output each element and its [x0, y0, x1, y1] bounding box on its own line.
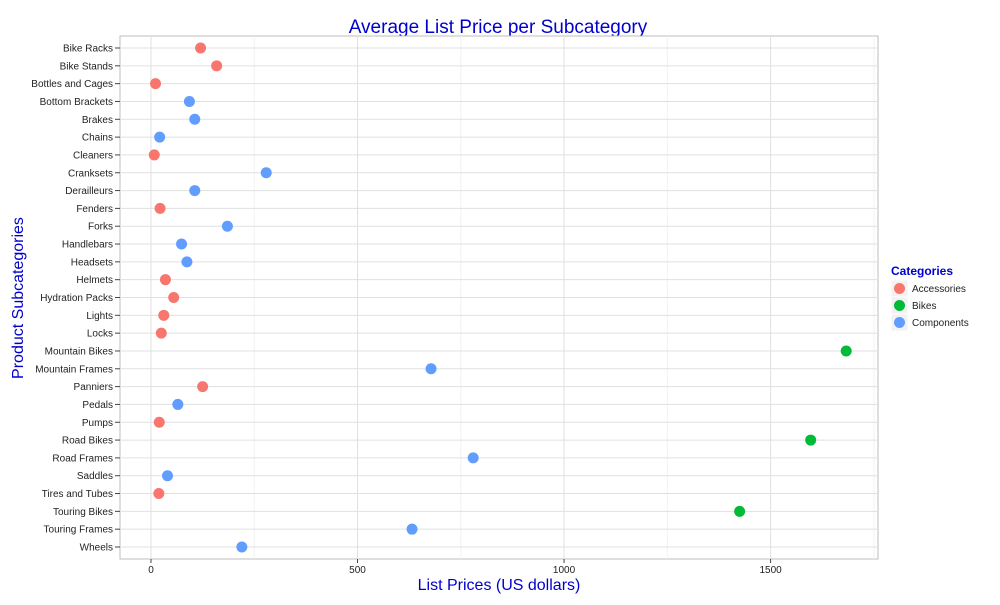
- data-point: [153, 488, 165, 500]
- data-point: [150, 78, 162, 90]
- data-point: [176, 238, 188, 250]
- legend-items: Accessories Bikes Components: [890, 279, 969, 332]
- y-tick-label: Cranksets: [68, 168, 113, 179]
- y-tick-label: Touring Bikes: [53, 507, 113, 518]
- data-point: [183, 95, 195, 107]
- data-point: [154, 202, 166, 214]
- y-tick-label: Chains: [82, 133, 113, 144]
- y-tick-label: Touring Frames: [44, 525, 113, 536]
- legend-label: Components: [912, 318, 969, 329]
- data-point: [195, 42, 207, 54]
- chart-title: Average List Price per Subcategory: [349, 17, 648, 38]
- y-tick-label: Forks: [88, 222, 113, 233]
- data-point: [148, 149, 160, 161]
- data-point: [260, 167, 272, 179]
- data-point: [189, 113, 201, 125]
- data-point: [155, 327, 167, 339]
- data-point: [181, 256, 193, 268]
- legend-swatch: [894, 300, 905, 311]
- data-point: [154, 131, 166, 143]
- y-tick-label: Derailleurs: [65, 186, 113, 197]
- y-tick-label: Wheels: [80, 543, 113, 554]
- y-tick-label: Bottom Brackets: [40, 97, 113, 108]
- data-point: [467, 452, 479, 464]
- legend-label: Accessories: [912, 284, 966, 295]
- y-tick-label: Saddles: [77, 471, 113, 482]
- x-tick-labels: 0 500 1000 1500: [148, 559, 782, 576]
- data-point: [425, 363, 437, 375]
- data-point: [211, 60, 223, 72]
- data-point: [840, 345, 852, 357]
- x-tick-label: 0: [148, 565, 154, 576]
- data-points: [148, 42, 852, 553]
- data-point: [172, 398, 184, 410]
- y-tick-labels: Bike Racks Bike Stands Bottles and Cages Bo…: [31, 44, 120, 554]
- y-tick-label: Helmets: [76, 275, 113, 286]
- data-point: [153, 416, 165, 428]
- y-tick-label: Mountain Frames: [35, 364, 113, 375]
- legend-swatch: [894, 283, 905, 294]
- y-tick-label: Locks: [87, 329, 113, 340]
- grid-layer: [120, 36, 878, 559]
- y-tick-label: Bike Stands: [60, 61, 113, 72]
- y-tick-label: Lights: [86, 311, 113, 322]
- data-point: [162, 470, 174, 482]
- data-point: [406, 523, 418, 535]
- y-tick-label: Bottles and Cages: [31, 79, 113, 90]
- data-point: [189, 185, 201, 197]
- y-tick-label: Road Bikes: [62, 436, 113, 447]
- legend-label: Bikes: [912, 301, 936, 312]
- x-tick-label: 1500: [759, 565, 782, 576]
- y-tick-label: Road Frames: [52, 453, 113, 464]
- y-tick-label: Pedals: [82, 400, 113, 411]
- y-tick-label: Fenders: [76, 204, 113, 215]
- y-tick-label: Mountain Bikes: [45, 346, 113, 357]
- data-point: [159, 274, 171, 286]
- data-point: [197, 381, 209, 393]
- x-axis-title: List Prices (US dollars): [418, 577, 581, 594]
- data-point: [805, 434, 817, 446]
- y-tick-label: Brakes: [82, 115, 113, 126]
- y-tick-label: Hydration Packs: [40, 293, 113, 304]
- y-axis-title: Product Subcategories: [10, 217, 27, 379]
- x-tick-label: 1000: [553, 565, 576, 576]
- y-tick-label: Handlebars: [62, 240, 113, 251]
- y-tick-label: Bike Racks: [63, 44, 113, 55]
- y-tick-label: Tires and Tubes: [42, 489, 113, 500]
- data-point: [168, 292, 180, 303]
- y-tick-label: Headsets: [71, 257, 113, 268]
- data-point: [221, 220, 233, 232]
- legend-title: Categories: [891, 264, 953, 278]
- x-tick-label: 500: [349, 565, 366, 576]
- y-tick-label: Pumps: [82, 418, 113, 429]
- data-point: [734, 505, 746, 517]
- y-tick-label: Panniers: [74, 382, 113, 393]
- legend: Categories Accessories Bikes Components: [890, 264, 969, 332]
- data-point: [158, 309, 170, 321]
- y-tick-label: Cleaners: [73, 150, 113, 161]
- legend-swatch: [894, 317, 905, 328]
- data-point: [236, 541, 248, 553]
